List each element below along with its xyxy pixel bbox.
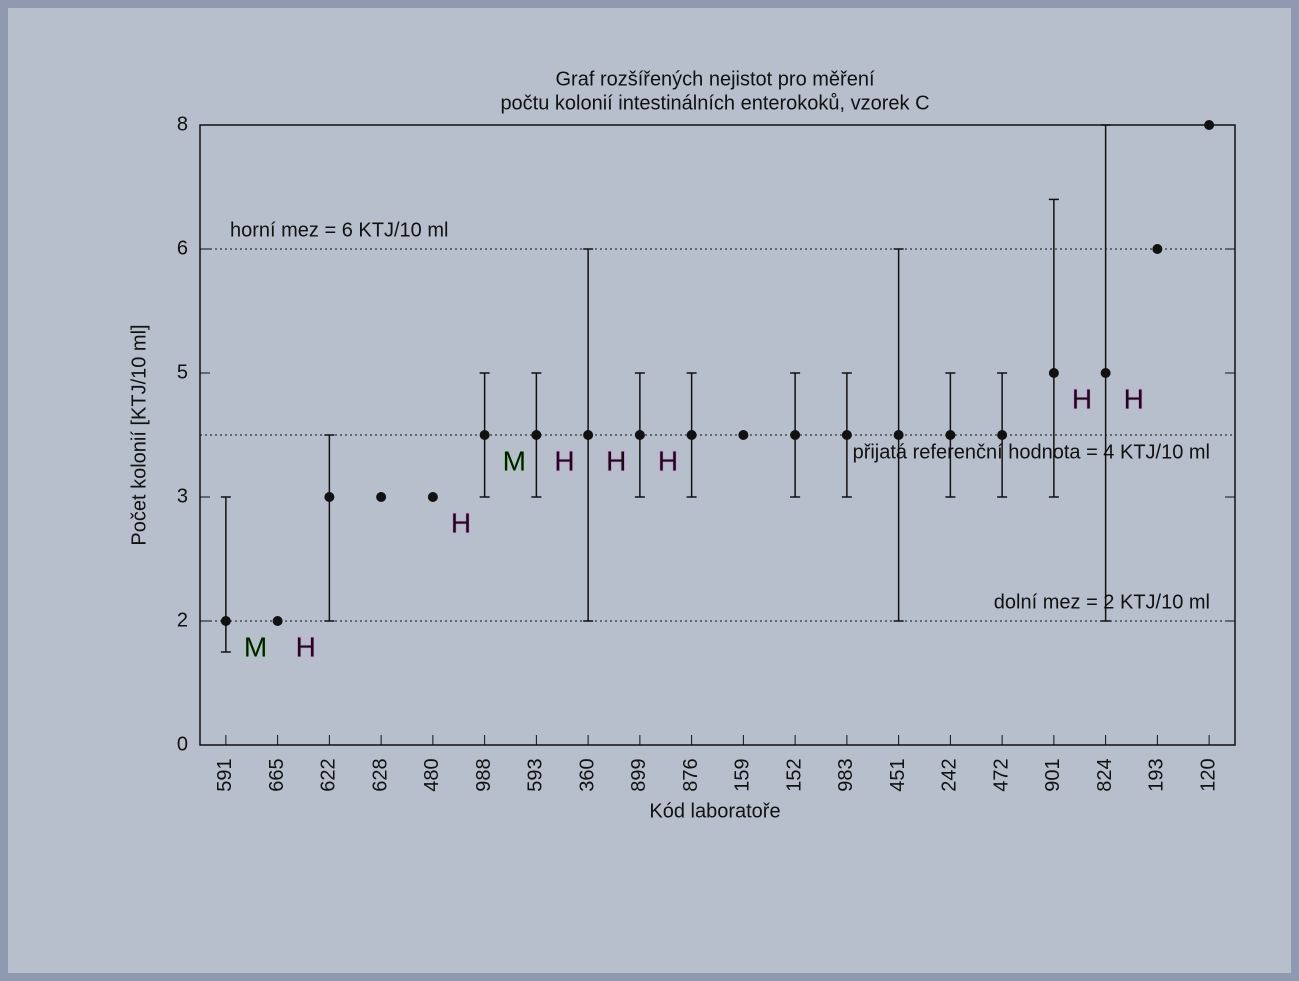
point	[376, 492, 386, 502]
reference-label: dolní mez = 2 KTJ/10 ml	[994, 591, 1210, 613]
flag: H	[554, 445, 574, 476]
flag: H	[658, 445, 678, 476]
x-tick-label: 159	[732, 758, 754, 791]
point	[894, 430, 904, 440]
flag: H	[1124, 383, 1144, 414]
x-tick-label: 591	[214, 758, 236, 791]
flag: H	[1072, 383, 1092, 414]
x-tick-label: 480	[421, 758, 443, 791]
point	[531, 430, 541, 440]
point	[790, 430, 800, 440]
y-tick-label: 5	[177, 361, 188, 383]
point	[842, 430, 852, 440]
point	[1204, 120, 1214, 130]
point	[1152, 244, 1162, 254]
x-tick-label: 665	[266, 758, 288, 791]
y-tick-label: 6	[177, 237, 188, 259]
x-tick-label: 628	[369, 758, 391, 791]
x-tick-label: 901	[1042, 758, 1064, 791]
point	[324, 492, 334, 502]
x-tick-label: 242	[939, 758, 961, 791]
x-tick-label: 593	[525, 758, 547, 791]
flag: H	[606, 445, 626, 476]
x-axis-label: Kód laboratoře	[649, 800, 780, 822]
x-tick-label: 622	[318, 758, 340, 791]
point	[221, 616, 231, 626]
chart: Graf rozšířených nejistot pro měření poč…	[0, 0, 1299, 981]
x-tick-label: 120	[1197, 758, 1219, 791]
x-tick-label: 899	[628, 758, 650, 791]
x-tick-label: 360	[576, 758, 598, 791]
flag: H	[296, 631, 316, 662]
point	[480, 430, 490, 440]
y-tick-label: 0	[177, 733, 188, 755]
point	[273, 616, 283, 626]
y-tick-label: 2	[177, 609, 188, 631]
point	[635, 430, 645, 440]
x-tick-label: 152	[783, 758, 805, 791]
point	[687, 430, 697, 440]
chart-title: Graf rozšířených nejistot pro měření	[555, 68, 874, 90]
y-tick-label: 3	[177, 485, 188, 507]
y-axis-label: Počet kolonií [KTJ/10 ml]	[128, 324, 150, 545]
flag: M	[244, 631, 267, 662]
reference-label: přijatá referenční hodnota = 4 KTJ/10 ml	[853, 441, 1210, 463]
x-tick-label: 824	[1094, 758, 1116, 791]
point	[1049, 368, 1059, 378]
flag: H	[451, 507, 471, 538]
point	[1101, 368, 1111, 378]
point	[428, 492, 438, 502]
point	[945, 430, 955, 440]
x-tick-label: 876	[680, 758, 702, 791]
chart-title: počtu kolonií intestinálních enterokoků,…	[500, 92, 929, 114]
point	[997, 430, 1007, 440]
reference-label: horní mez = 6 KTJ/10 ml	[230, 219, 448, 241]
x-tick-label: 988	[473, 758, 495, 791]
x-tick-label: 451	[887, 758, 909, 791]
x-tick-label: 193	[1146, 758, 1168, 791]
point	[738, 430, 748, 440]
flag: M	[503, 445, 526, 476]
point	[583, 430, 593, 440]
x-tick-label: 983	[835, 758, 857, 791]
x-tick-label: 472	[990, 758, 1012, 791]
y-tick-label: 8	[177, 113, 188, 135]
